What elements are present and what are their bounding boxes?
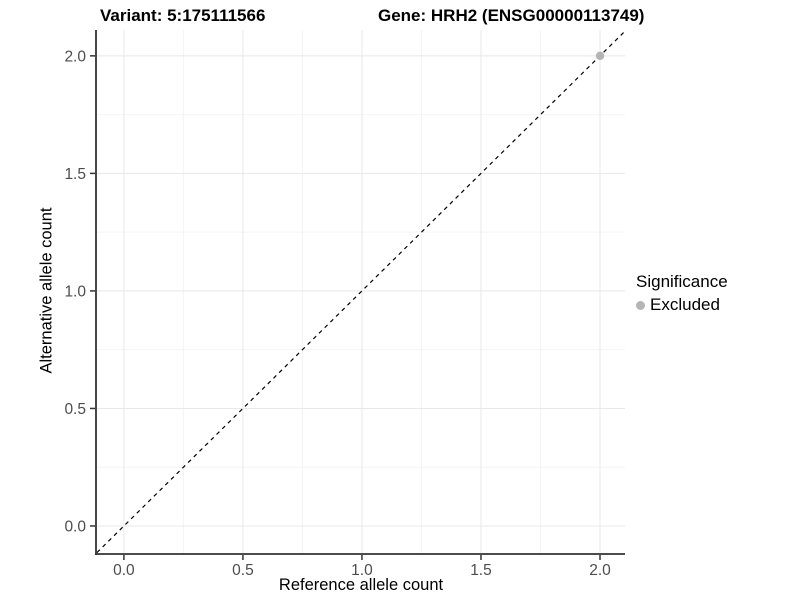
legend-point-icon (636, 300, 645, 310)
x-tick-label: 1.5 (470, 562, 492, 579)
legend-item-excluded: Excluded (636, 295, 728, 315)
data-point (595, 51, 605, 61)
legend: Significance Excluded (636, 272, 728, 315)
identity-dashed-line (96, 30, 626, 553)
plot-title-gene: Gene: HRH2 (ENSG00000113749) (378, 6, 645, 25)
x-tick-label: 0.0 (113, 562, 135, 579)
x-axis-label: Reference allele count (278, 576, 444, 594)
plot-title-variant: Variant: 5:175111566 (100, 6, 266, 25)
y-axis-label: Alternative allele count (37, 207, 56, 374)
y-tick-label: 2.0 (64, 48, 86, 65)
y-tick-label: 0.5 (64, 401, 86, 418)
y-tick-label: 1.0 (64, 283, 86, 300)
x-tick-label: 2.0 (589, 562, 611, 579)
x-tick-label: 0.5 (232, 562, 254, 579)
y-tick-label: 1.5 (64, 166, 86, 183)
legend-item-label: Excluded (650, 295, 720, 314)
x-tick-label: 1.0 (351, 562, 373, 579)
legend-title: Significance (636, 272, 728, 291)
y-tick-label: 0.0 (64, 518, 86, 535)
